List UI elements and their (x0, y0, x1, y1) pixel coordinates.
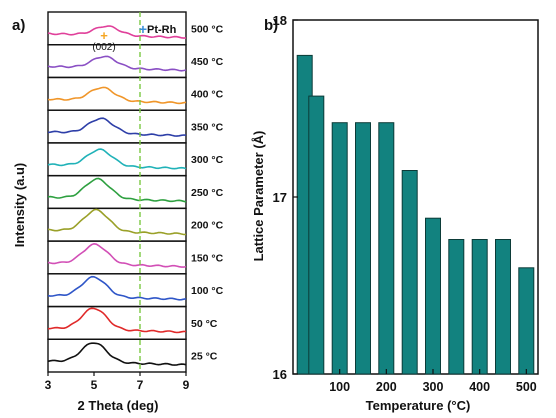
bar (308, 95, 325, 375)
pt-rh-label: Pt-Rh (147, 24, 177, 36)
x-tick-label: 7 (137, 378, 144, 392)
x-tick-label: 9 (183, 378, 190, 392)
x-tick-label: 3 (45, 378, 52, 392)
panel-b-label: b) (264, 17, 278, 34)
y-tick-label: 16 (273, 367, 287, 382)
bar (355, 122, 371, 375)
x-tick-label: 400 (469, 380, 490, 394)
x-tick-label: 5 (91, 378, 98, 392)
pattern-curve (47, 275, 187, 301)
panel-b: b) 16 17 18 100 200 300 400 500 Lattice Paramet… (251, 13, 539, 413)
pattern-curve (47, 177, 187, 203)
bar (495, 239, 511, 375)
pattern-curve (47, 342, 187, 366)
pattern-curve (47, 148, 187, 170)
bar (425, 217, 441, 375)
panel-a-x-axis-label: 2 Theta (deg) (78, 398, 159, 413)
bar (448, 239, 465, 375)
panel-b-y-axis-label: Lattice Parameter (Å) (251, 131, 266, 262)
x-tick-label: 500 (516, 380, 537, 394)
pattern-curve (47, 208, 187, 236)
temperature-label: 150 °C (191, 252, 224, 264)
temperature-label: 25 °C (191, 351, 218, 363)
y-tick-label: 17 (273, 190, 287, 205)
temperature-label: 350 °C (191, 121, 224, 133)
pattern-curve (47, 86, 187, 105)
pattern-frame (47, 305, 187, 340)
pattern-curve (47, 117, 187, 137)
pattern-frame (47, 240, 187, 275)
peak-002-marker: + (100, 28, 108, 43)
pattern-frame (47, 76, 187, 111)
panel-b-plot: 16 17 18 100 200 300 400 500 (273, 13, 539, 394)
x-tick-label: 300 (423, 380, 444, 394)
bar (518, 267, 535, 375)
pattern-curve (47, 25, 187, 39)
pattern-frame (47, 207, 187, 242)
pattern-curve (47, 307, 187, 334)
pattern-frame (47, 44, 187, 79)
pattern-curve (47, 242, 187, 268)
bar (378, 122, 395, 375)
bar (331, 122, 348, 375)
temperature-label: 400 °C (191, 89, 224, 101)
x-tick-label: 200 (376, 380, 397, 394)
pt-rh-marker: + (139, 21, 147, 37)
panel-a-label: a) (12, 17, 25, 34)
temperature-label: 450 °C (191, 56, 224, 68)
temperature-label: 100 °C (191, 285, 224, 297)
x-tick-label: 100 (329, 380, 350, 394)
temperature-label: 200 °C (191, 220, 224, 232)
panel-a-y-axis-label: Intensity (a.u) (12, 163, 27, 248)
panel-b-x-axis-label: Temperature (°C) (366, 398, 471, 413)
pattern-frame (47, 174, 187, 210)
pattern-frame (47, 338, 187, 373)
bar (401, 170, 418, 375)
temperature-label: 500 °C (191, 23, 224, 35)
temperature-label: 250 °C (191, 187, 224, 199)
pattern-curve (47, 55, 187, 72)
temperature-label: 300 °C (191, 154, 224, 166)
y-tick-label: 18 (273, 13, 287, 28)
pattern-frame (47, 273, 187, 308)
temperature-label: 50 °C (191, 318, 218, 330)
peak-002-label: (002) (92, 42, 115, 53)
bar (471, 239, 488, 375)
